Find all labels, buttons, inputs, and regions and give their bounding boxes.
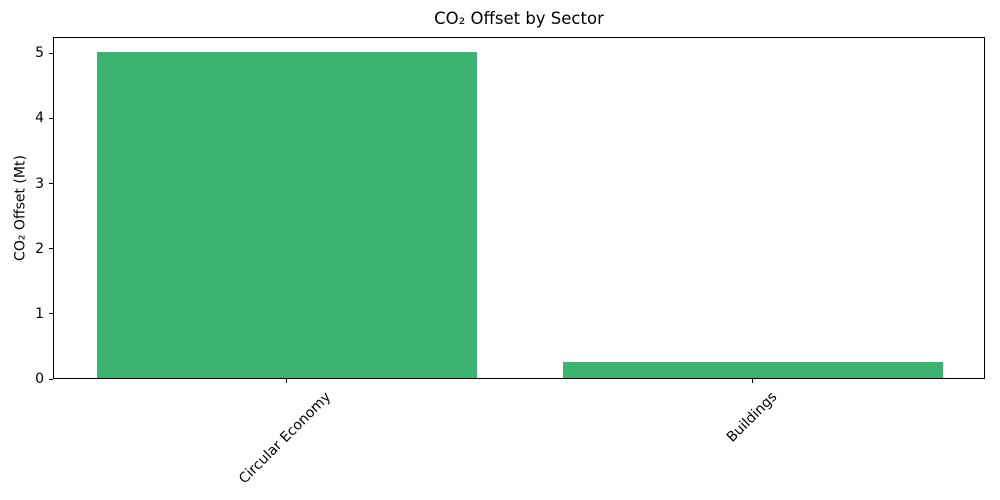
y-tick-label: 2 bbox=[35, 240, 44, 257]
x-tick-mark bbox=[751, 379, 753, 383]
y-tick-label: 4 bbox=[35, 110, 44, 127]
bar-circular-economy bbox=[97, 52, 477, 378]
x-tick-label: Buildings bbox=[723, 389, 781, 446]
y-tick-mark bbox=[49, 378, 53, 380]
y-tick-mark bbox=[49, 248, 53, 250]
y-tick-mark bbox=[49, 117, 53, 119]
y-tick-label: 5 bbox=[35, 45, 44, 62]
x-tick-label: Circular Economy bbox=[236, 389, 335, 488]
plot-area bbox=[53, 37, 985, 379]
chart-title: CO₂ Offset by Sector bbox=[434, 9, 604, 28]
y-tick-mark bbox=[49, 52, 53, 54]
x-tick-mark bbox=[285, 379, 287, 383]
y-tick-mark bbox=[49, 183, 53, 185]
bar-buildings bbox=[563, 361, 943, 378]
y-tick-mark bbox=[49, 313, 53, 315]
y-tick-label: 3 bbox=[35, 175, 44, 192]
y-tick-label: 1 bbox=[35, 305, 44, 322]
y-tick-label: 0 bbox=[35, 371, 44, 387]
